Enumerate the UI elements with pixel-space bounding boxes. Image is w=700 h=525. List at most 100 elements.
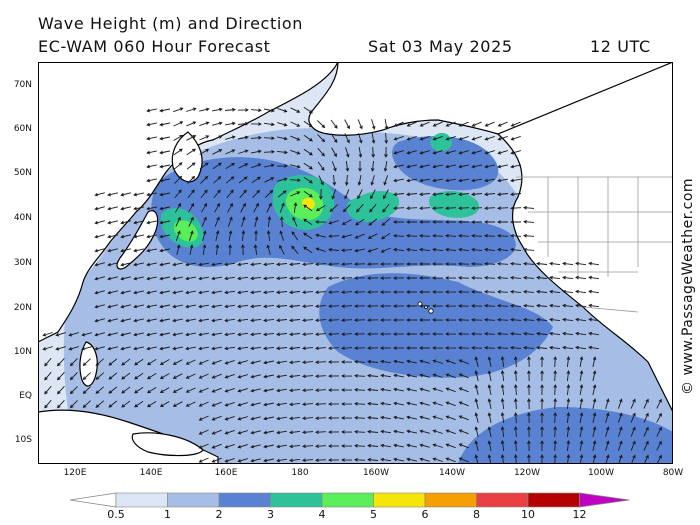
wave-arrow [238, 135, 249, 140]
wave-arrow [523, 289, 535, 294]
wave-arrow [445, 262, 457, 266]
wave-arrow [108, 372, 118, 380]
wave-arrow [458, 178, 469, 183]
longitude-label: 160E [214, 468, 238, 478]
wave-arrow [237, 108, 249, 112]
wave-arrow [82, 400, 91, 409]
wave-arrow [510, 164, 521, 169]
wave-arrow [289, 318, 301, 323]
wave-arrow [370, 160, 375, 172]
land-philippines [79, 341, 98, 387]
wave-arrow [445, 401, 456, 407]
wave-arrow [224, 276, 235, 281]
wave-arrow [146, 304, 157, 309]
wave-arrow [107, 346, 119, 351]
wave-arrow [213, 176, 222, 184]
wave-arrow [380, 290, 392, 294]
wave-arrow [214, 216, 220, 227]
wave-arrow [588, 275, 599, 280]
wave-arrow [328, 402, 340, 406]
wave-band-4-5m [173, 220, 198, 242]
wave-arrow [133, 318, 144, 323]
wave-arrow [159, 346, 170, 351]
wave-arrow [367, 373, 379, 378]
wave-arrow [575, 289, 587, 294]
land-new-guinea [131, 432, 204, 457]
wave-arrow [656, 426, 662, 437]
wave-arrow [331, 147, 337, 158]
wave-arrow [303, 232, 313, 240]
wave-arrow [406, 401, 417, 406]
wave-arrow [500, 384, 505, 396]
wave-arrow [56, 385, 65, 395]
wave-arrow [189, 244, 194, 255]
longitude-label: 160W [362, 468, 390, 478]
wave-arrow [432, 373, 443, 378]
wave-band-3-4m [346, 190, 399, 222]
wave-arrow [198, 304, 209, 309]
wave-arrow [536, 289, 548, 294]
wave-arrow [289, 388, 301, 393]
wave-arrow [458, 150, 469, 155]
wave-arrow [380, 318, 392, 322]
wave-arrow [292, 216, 298, 227]
wave-arrow [380, 457, 391, 462]
wave-arrow [643, 398, 649, 409]
wave-arrow [237, 262, 249, 267]
wave-arrow [250, 304, 262, 309]
longitude-label: 180 [291, 468, 309, 478]
wave-arrow [510, 220, 521, 224]
wave-arrow [523, 205, 535, 210]
wave-arrow [371, 119, 376, 130]
legend-swatch [270, 492, 323, 508]
wave-arrow [484, 220, 495, 224]
wave-arrow [237, 402, 248, 407]
wave-arrow [159, 359, 170, 365]
wave-arrow [510, 289, 522, 294]
wave-arrow [224, 359, 235, 365]
state-borders [516, 176, 673, 313]
wave-arrow [566, 412, 571, 424]
wave-arrow [419, 262, 430, 266]
wave-arrow [510, 345, 522, 350]
wave-arrow [328, 234, 340, 239]
wave-arrow [328, 346, 340, 351]
wave-arrow [354, 233, 365, 239]
wave-arrow [293, 202, 298, 213]
wave-arrow [241, 216, 246, 227]
wave-arrow [497, 164, 508, 169]
wave-arrow [383, 175, 389, 186]
wave-arrow [380, 359, 391, 364]
wave-arrow [393, 262, 405, 266]
wave-arrow [510, 121, 521, 127]
wave-arrow [146, 192, 157, 197]
wave-arrow [432, 150, 443, 155]
wave-arrow [617, 412, 623, 423]
wave-arrow [458, 192, 470, 197]
wave-arrow [341, 458, 353, 462]
wave-arrow [354, 457, 366, 462]
wave-arrow [562, 261, 574, 266]
legend-label: 3 [267, 508, 274, 521]
wave-arrow [367, 415, 379, 420]
wave-arrow [159, 108, 170, 113]
wave-arrow [484, 345, 496, 350]
wave-arrow [474, 440, 479, 452]
wave-arrow [56, 371, 65, 381]
wave-arrow [81, 346, 92, 351]
wave-arrow [201, 202, 208, 213]
wave-arrow [224, 387, 235, 393]
wave-arrow [523, 219, 535, 224]
wave-arrow [146, 276, 157, 281]
wave-arrow [458, 304, 470, 308]
wave-arrow [354, 373, 366, 378]
wave-arrow [224, 457, 235, 463]
wave-arrow [497, 206, 509, 211]
wave-arrow [458, 276, 470, 280]
wave-arrow [513, 384, 518, 396]
wave-arrow [562, 317, 574, 322]
wave-arrow [215, 230, 220, 242]
wave-arrow [302, 444, 314, 449]
wave-arrow [471, 233, 483, 238]
wave-arrow [406, 135, 417, 141]
